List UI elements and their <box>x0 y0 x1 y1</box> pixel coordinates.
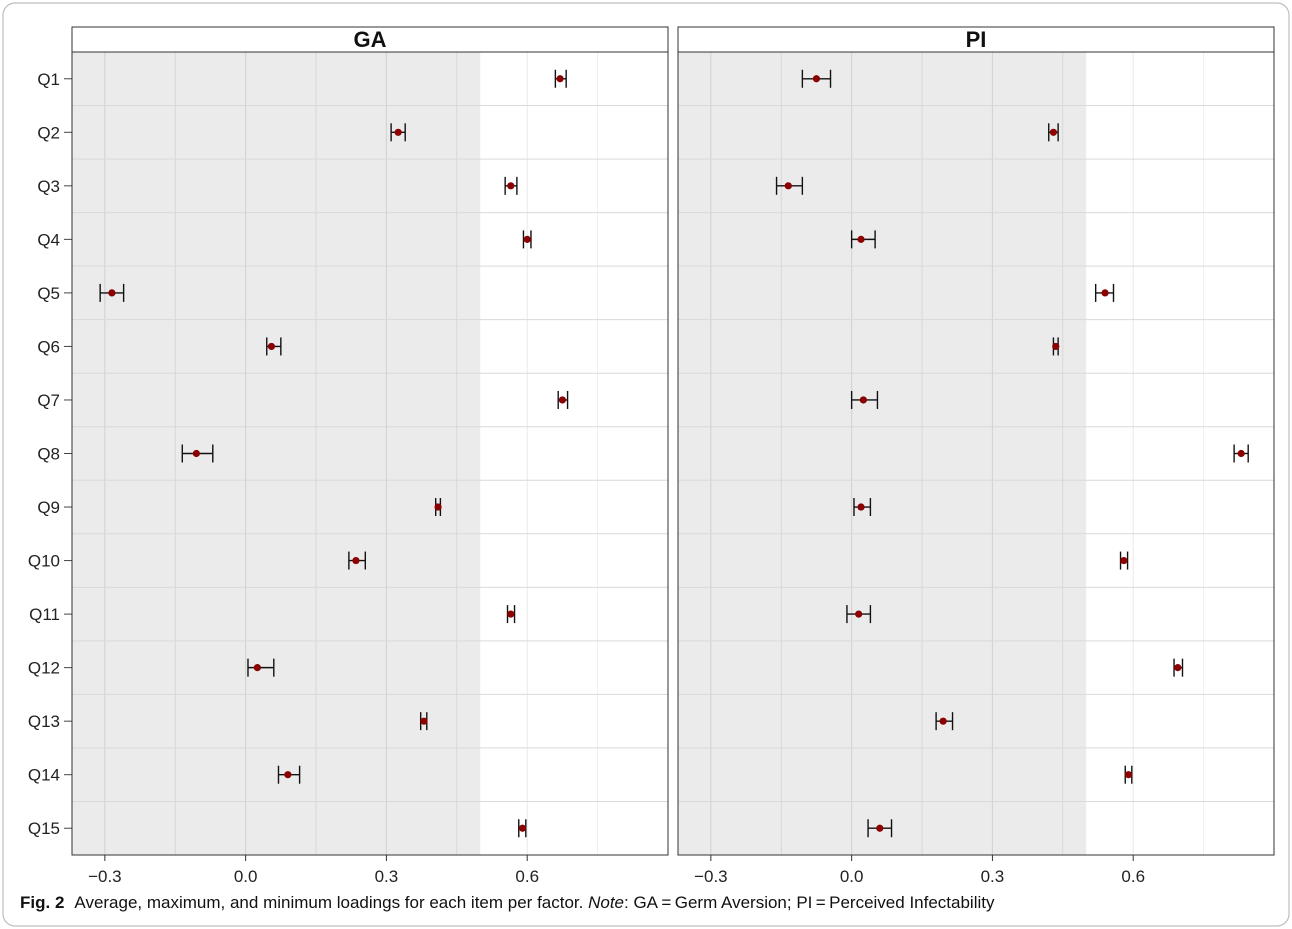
y-tick-label: Q15 <box>28 819 60 838</box>
mean-point <box>394 128 402 136</box>
mean-point <box>1237 449 1245 458</box>
panel-ga: GA −0.3 0.0 0.3 0.6 <box>71 26 669 886</box>
mean-point <box>812 75 821 83</box>
shaded-region <box>678 52 1087 855</box>
y-tick-label: Q12 <box>28 659 60 678</box>
mean-point <box>1124 771 1133 779</box>
caption-note-text: : GA = Germ Aversion; PI = Perceived Inf… <box>624 893 995 912</box>
mean-point <box>523 235 531 243</box>
panel-strip <box>71 26 669 53</box>
y-tick-label: Q11 <box>29 605 60 624</box>
mean-point <box>253 664 261 672</box>
y-tick-label: Q6 <box>37 337 60 356</box>
mean-point <box>855 610 863 618</box>
x-tick-label: 0.6 <box>515 867 539 886</box>
shaded-region <box>72 52 481 855</box>
x-tick-label: −0.3 <box>88 867 122 886</box>
mean-point <box>859 396 867 404</box>
y-tick-label: Q3 <box>37 177 60 196</box>
mean-point <box>108 289 116 297</box>
mean-point <box>352 556 360 565</box>
mean-point <box>420 717 428 725</box>
x-tick-label: 0.0 <box>840 867 864 886</box>
y-axis-labels: Q1 Q2 Q3 Q4 Q5 Q6 Q7 Q8 Q9 Q10 Q11 Q12 Q13 Q14 Q15 <box>28 70 72 838</box>
mean-point <box>558 396 567 404</box>
mean-point <box>507 610 515 618</box>
mean-point <box>1049 128 1058 136</box>
mean-point <box>1120 556 1128 565</box>
mean-point <box>1101 289 1109 297</box>
figure-caption: Fig. 2 Average, maximum, and minimum load… <box>20 893 994 913</box>
x-tick-label: 0.6 <box>1121 867 1145 886</box>
caption-text: Average, maximum, and minimum loadings f… <box>74 893 589 912</box>
y-tick-label: Q10 <box>28 552 60 571</box>
mean-point <box>857 235 865 243</box>
mean-point <box>284 771 292 779</box>
y-tick-label: Q13 <box>28 712 60 731</box>
panel-pi: PI −0.3 0.0 0.3 0.6 <box>677 26 1275 886</box>
panel-border <box>677 51 1275 856</box>
y-tick-label: Q5 <box>37 284 60 303</box>
x-tick-label: 0.3 <box>375 867 399 886</box>
x-tick-label: 0.3 <box>981 867 1005 886</box>
x-tick-label: 0.0 <box>234 867 258 886</box>
x-tick-label: −0.3 <box>694 867 728 886</box>
mean-point <box>434 503 442 511</box>
mean-point <box>939 717 947 725</box>
y-tick-label: Q1 <box>37 70 60 89</box>
mean-point <box>857 503 865 511</box>
mean-point <box>1052 342 1060 351</box>
y-tick-label: Q8 <box>37 445 60 464</box>
mean-point <box>507 182 515 190</box>
mean-point <box>556 75 564 83</box>
caption-label: Fig. 2 <box>20 893 65 912</box>
panel-title: PI <box>966 27 987 52</box>
y-tick-label: Q14 <box>28 766 60 785</box>
mean-point <box>876 824 884 832</box>
mean-point <box>518 824 527 832</box>
panel-border <box>71 51 669 856</box>
y-tick-label: Q4 <box>37 230 60 249</box>
caption-note-label: Note <box>588 893 625 912</box>
panel-strip <box>677 26 1275 53</box>
mean-point <box>784 182 792 190</box>
panel-title: GA <box>354 27 387 52</box>
y-tick-label: Q7 <box>37 391 60 410</box>
y-tick-label: Q2 <box>37 123 60 142</box>
mean-point <box>267 342 276 351</box>
mean-point <box>1174 664 1182 672</box>
y-tick-label: Q9 <box>37 498 60 517</box>
mean-point <box>192 449 200 458</box>
